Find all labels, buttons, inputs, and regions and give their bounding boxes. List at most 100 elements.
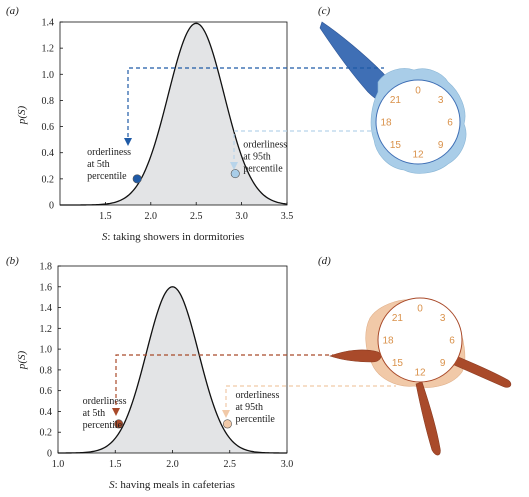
connector-b-5th xyxy=(115,354,368,412)
density-fill-b xyxy=(58,286,287,453)
clock-hour-label: 9 xyxy=(438,140,444,151)
annotation-95th-percentile: orderliness at 95th percentile xyxy=(243,140,287,175)
y-tick-label: 1.8 xyxy=(40,262,53,273)
y-tick-label: 0.6 xyxy=(40,386,53,397)
clock-d-face xyxy=(377,297,463,383)
x-axis-text-b: : having meals in cafeterias xyxy=(115,479,235,491)
y-axis-label-a: p(S) xyxy=(16,106,28,126)
annotation-line: percentile xyxy=(235,414,275,425)
clock-c-hours: 0 3 69 12 15 18 21 xyxy=(380,86,453,161)
panel-label-a: (a) xyxy=(6,5,19,17)
clock-d-spike-left xyxy=(329,349,382,363)
y-tick-label: 0.8 xyxy=(42,96,55,107)
panel-label-b: (b) xyxy=(6,255,19,267)
marker-95th-percentile xyxy=(230,169,240,179)
chart-a: 1.5 2.0 2.5 3.0 3.5 0 0.2 0.4 0.6 0.8 1.0 1.2 1.4 p… xyxy=(16,18,293,244)
clock-d: 0 3 69 12 15 18 21 xyxy=(329,297,512,456)
clock-hour-label: 15 xyxy=(390,140,402,151)
connectors-a xyxy=(124,67,384,170)
x-tick-label: 1.0 xyxy=(52,459,65,470)
connector-b-95th xyxy=(225,385,396,414)
annotation-line: at 5th xyxy=(83,408,106,419)
density-curve-b xyxy=(58,286,287,454)
y-tick-label: 0.2 xyxy=(40,428,53,439)
connector-a-5th xyxy=(127,67,384,144)
panel-label-d: (d) xyxy=(318,255,331,267)
connector-a-5th-arrow xyxy=(124,138,132,146)
clock-hour-label: 21 xyxy=(392,313,404,324)
x-axis-text-a: : taking showers in dormitories xyxy=(107,231,244,243)
x-tick-label: 2.5 xyxy=(190,211,203,222)
clock-hour-label: 12 xyxy=(412,150,424,161)
clock-d-spike-right xyxy=(451,355,512,388)
x-tick-label: 3.0 xyxy=(235,211,248,222)
x-axis-label-b: S: having meals in cafeterias xyxy=(109,479,235,491)
y-tick-label: 0.4 xyxy=(42,148,55,159)
y-axis-label-b: p(S) xyxy=(16,351,28,371)
clock-hour-label: 0 xyxy=(415,86,421,97)
marker-95th-percentile xyxy=(222,419,232,429)
annotation-line: orderliness xyxy=(235,390,279,401)
y-tick-label: 0 xyxy=(49,201,54,212)
x-tick-label: 2.0 xyxy=(166,459,179,470)
x-axis-var-b: S xyxy=(109,479,115,491)
y-tick-label: 1.0 xyxy=(42,70,55,81)
annotation-line: at 95th xyxy=(243,152,271,163)
x-tick-label: 2.0 xyxy=(145,211,158,222)
clock-hour-label: 3 xyxy=(440,313,446,324)
clock-d-hours: 0 3 69 12 15 18 21 xyxy=(382,304,455,379)
y-tick-label: 0.6 xyxy=(42,122,55,133)
marker-5th-percentile xyxy=(114,419,124,429)
density-fill-a xyxy=(60,23,287,206)
y-tick-label: 1.4 xyxy=(42,18,55,29)
x-ticks-a: 1.5 2.0 2.5 3.0 3.5 xyxy=(99,202,293,222)
x-tick-label: 3.5 xyxy=(281,211,294,222)
annotation-line: percentile xyxy=(243,164,283,175)
x-tick-label: 2.5 xyxy=(224,459,237,470)
y-tick-label: 1.2 xyxy=(42,44,55,55)
y-tick-label: 1.2 xyxy=(40,324,53,335)
annotation-95th-percentile: orderliness at 95th percentile xyxy=(235,390,279,425)
clock-hour-label: 12 xyxy=(414,368,426,379)
clock-d-spike-bottom xyxy=(415,381,441,456)
annotation-5th-percentile: orderliness at 5th percentile xyxy=(87,147,131,182)
y-tick-label: 0 xyxy=(47,449,52,460)
y-tick-label: 1.4 xyxy=(40,303,53,314)
marker-5th-percentile xyxy=(132,174,142,184)
connectors-b xyxy=(112,354,396,418)
chart-b: 1.0 1.5 2.0 2.5 3.0 0 0.2 0.4 0.6 0.8 1.0 1.2 1.4 1.… xyxy=(16,262,293,492)
annotation-line: orderliness xyxy=(83,396,127,407)
plot-frame-a xyxy=(59,21,288,206)
clock-hour-label: 6 xyxy=(449,336,455,347)
connector-b-5th-arrow xyxy=(112,408,120,416)
connector-a-95th-arrow xyxy=(230,162,238,170)
panel-label-c: (c) xyxy=(318,5,331,17)
x-tick-label: 1.5 xyxy=(99,211,112,222)
y-tick-label: 1.0 xyxy=(40,345,53,356)
y-tick-label: 1.6 xyxy=(40,282,53,293)
clock-hour-label: 0 xyxy=(417,304,423,315)
annotation-5th-percentile: orderliness at 5th percentile xyxy=(83,396,127,431)
clock-hour-label: 15 xyxy=(392,358,404,369)
clock-hour-label: 6 xyxy=(447,118,453,129)
clock-hour-label: 18 xyxy=(382,336,394,347)
connector-b-95th-arrow xyxy=(222,410,230,418)
y-tick-label: 0.2 xyxy=(42,174,55,185)
clock-c: 0 3 69 12 15 18 21 xyxy=(319,21,467,174)
y-tick-label: 0.4 xyxy=(40,407,53,418)
x-tick-label: 3.0 xyxy=(281,459,294,470)
annotation-line: at 95th xyxy=(235,402,263,413)
clock-hour-label: 21 xyxy=(390,95,402,106)
x-axis-label-a: S: taking showers in dormitories xyxy=(102,231,244,243)
x-ticks-b: 1.0 1.5 2.0 2.5 3.0 xyxy=(52,450,294,470)
clock-hour-label: 3 xyxy=(438,95,444,106)
annotation-line: orderliness xyxy=(87,147,131,158)
y-ticks-a: 0 0.2 0.4 0.6 0.8 1.0 1.2 1.4 xyxy=(42,18,63,212)
clock-hour-label: 9 xyxy=(440,358,446,369)
annotation-line: percentile xyxy=(83,420,123,431)
x-axis-var-a: S xyxy=(102,231,108,243)
clock-c-face xyxy=(375,79,461,165)
